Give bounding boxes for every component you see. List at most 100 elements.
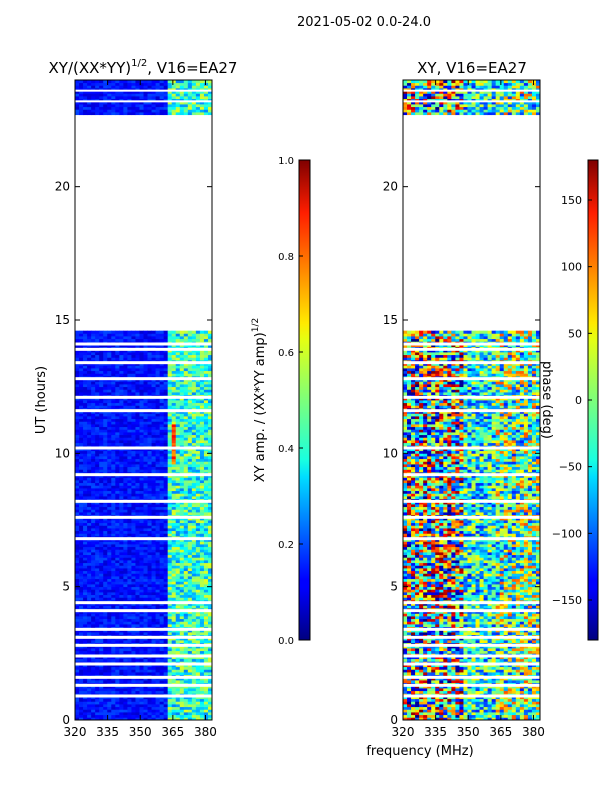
heatmap-cell xyxy=(135,714,140,718)
heatmap-cell xyxy=(155,354,161,358)
heatmap-cell xyxy=(155,429,161,433)
heatmap-cell xyxy=(143,581,148,585)
heatmap-cell xyxy=(187,672,193,676)
heatmap-cell xyxy=(135,560,140,564)
heatmap-cell xyxy=(199,442,205,446)
heatmap-cell xyxy=(203,586,209,590)
heatmap-cell xyxy=(207,477,213,481)
heatmap-cell xyxy=(179,586,185,590)
heatmap-cell xyxy=(163,354,169,358)
heatmap-cell xyxy=(87,112,92,116)
heatmap-cell xyxy=(95,421,100,425)
heatmap-cell xyxy=(191,696,197,700)
heatmap-cell xyxy=(183,477,189,481)
heatmap-cell xyxy=(75,474,80,478)
heatmap-cell xyxy=(99,616,104,620)
heatmap-cell xyxy=(83,386,88,390)
heatmap-cell xyxy=(139,349,144,353)
heatmap-cell xyxy=(151,429,156,433)
heatmap-cell xyxy=(135,594,140,598)
heatmap-cell xyxy=(83,581,88,585)
heatmap-cell xyxy=(163,490,169,494)
heatmap-cell xyxy=(135,621,140,625)
heatmap-cell xyxy=(79,640,84,644)
heatmap-cell xyxy=(175,384,181,388)
heatmap-cell xyxy=(99,397,104,401)
heatmap-cell xyxy=(163,664,169,668)
heatmap-cell xyxy=(83,690,88,694)
heatmap-cell xyxy=(151,448,156,452)
heatmap-cell xyxy=(163,426,169,430)
heatmap-cell xyxy=(75,370,80,374)
heatmap-cell xyxy=(147,448,152,452)
heatmap-cell xyxy=(167,509,173,513)
heatmap-cell xyxy=(199,464,205,468)
heatmap-cell xyxy=(119,477,124,481)
heatmap-cell xyxy=(75,477,80,481)
heatmap-cell xyxy=(115,424,120,428)
heatmap-cell xyxy=(151,400,156,404)
heatmap-cell xyxy=(191,344,197,348)
heatmap-cell xyxy=(207,594,213,598)
heatmap-cell xyxy=(103,485,108,489)
heatmap-cell xyxy=(111,645,116,649)
heatmap-cell xyxy=(83,624,88,628)
heatmap-cell xyxy=(75,453,80,457)
heatmap-cell xyxy=(191,397,197,401)
heatmap-cell xyxy=(83,365,88,369)
heatmap-cell xyxy=(75,389,80,393)
heatmap-cell xyxy=(111,336,116,340)
heatmap-cell xyxy=(179,706,185,710)
heatmap-cell xyxy=(183,541,189,545)
heatmap-cell xyxy=(187,429,193,433)
heatmap-cell xyxy=(147,592,152,596)
heatmap-cell xyxy=(87,330,92,334)
heatmap-cell xyxy=(99,525,104,529)
heatmap-cell xyxy=(195,565,201,569)
heatmap-cell xyxy=(115,573,120,577)
heatmap-cell xyxy=(135,485,140,489)
heatmap-cell xyxy=(135,538,140,542)
heatmap-cell xyxy=(83,528,88,532)
heatmap-cell xyxy=(195,648,201,652)
heatmap-cell xyxy=(203,365,209,369)
heatmap-cell xyxy=(123,522,128,526)
heatmap-cell xyxy=(131,712,136,716)
heatmap-cell xyxy=(191,456,197,460)
heatmap-cell xyxy=(79,344,84,348)
heatmap-cell xyxy=(107,485,112,489)
heatmap-cell xyxy=(187,512,193,516)
heatmap-cell xyxy=(163,584,169,588)
heatmap-cell xyxy=(103,584,108,588)
heatmap-cell xyxy=(127,333,132,337)
heatmap-cell xyxy=(195,485,201,489)
heatmap-cell xyxy=(103,490,108,494)
heatmap-cell xyxy=(179,560,185,564)
heatmap-cell xyxy=(203,565,209,569)
heatmap-cell xyxy=(207,546,213,550)
heatmap-cell xyxy=(99,336,104,340)
heatmap-cell xyxy=(171,400,177,404)
heatmap-cell xyxy=(207,373,213,377)
heatmap-cell xyxy=(191,381,197,385)
heatmap-cell xyxy=(75,354,80,358)
heatmap-cell xyxy=(87,546,92,550)
heatmap-cell xyxy=(127,645,132,649)
heatmap-cell xyxy=(191,677,197,681)
heatmap-cell xyxy=(87,365,92,369)
heatmap-cell xyxy=(155,373,161,377)
heatmap-cell xyxy=(167,357,173,361)
heatmap-cell xyxy=(103,562,108,566)
heatmap-cell xyxy=(203,637,209,641)
heatmap-cell xyxy=(195,410,201,414)
heatmap-cell xyxy=(135,504,140,508)
heatmap-cell xyxy=(147,370,152,374)
heatmap-cell xyxy=(131,482,136,486)
heatmap-cell xyxy=(99,477,104,481)
heatmap-cell xyxy=(175,373,181,377)
heatmap-cell xyxy=(143,490,148,494)
heatmap-cell xyxy=(139,512,144,516)
heatmap-cell xyxy=(75,490,80,494)
heatmap-cell xyxy=(111,616,116,620)
heatmap-cell xyxy=(99,624,104,628)
